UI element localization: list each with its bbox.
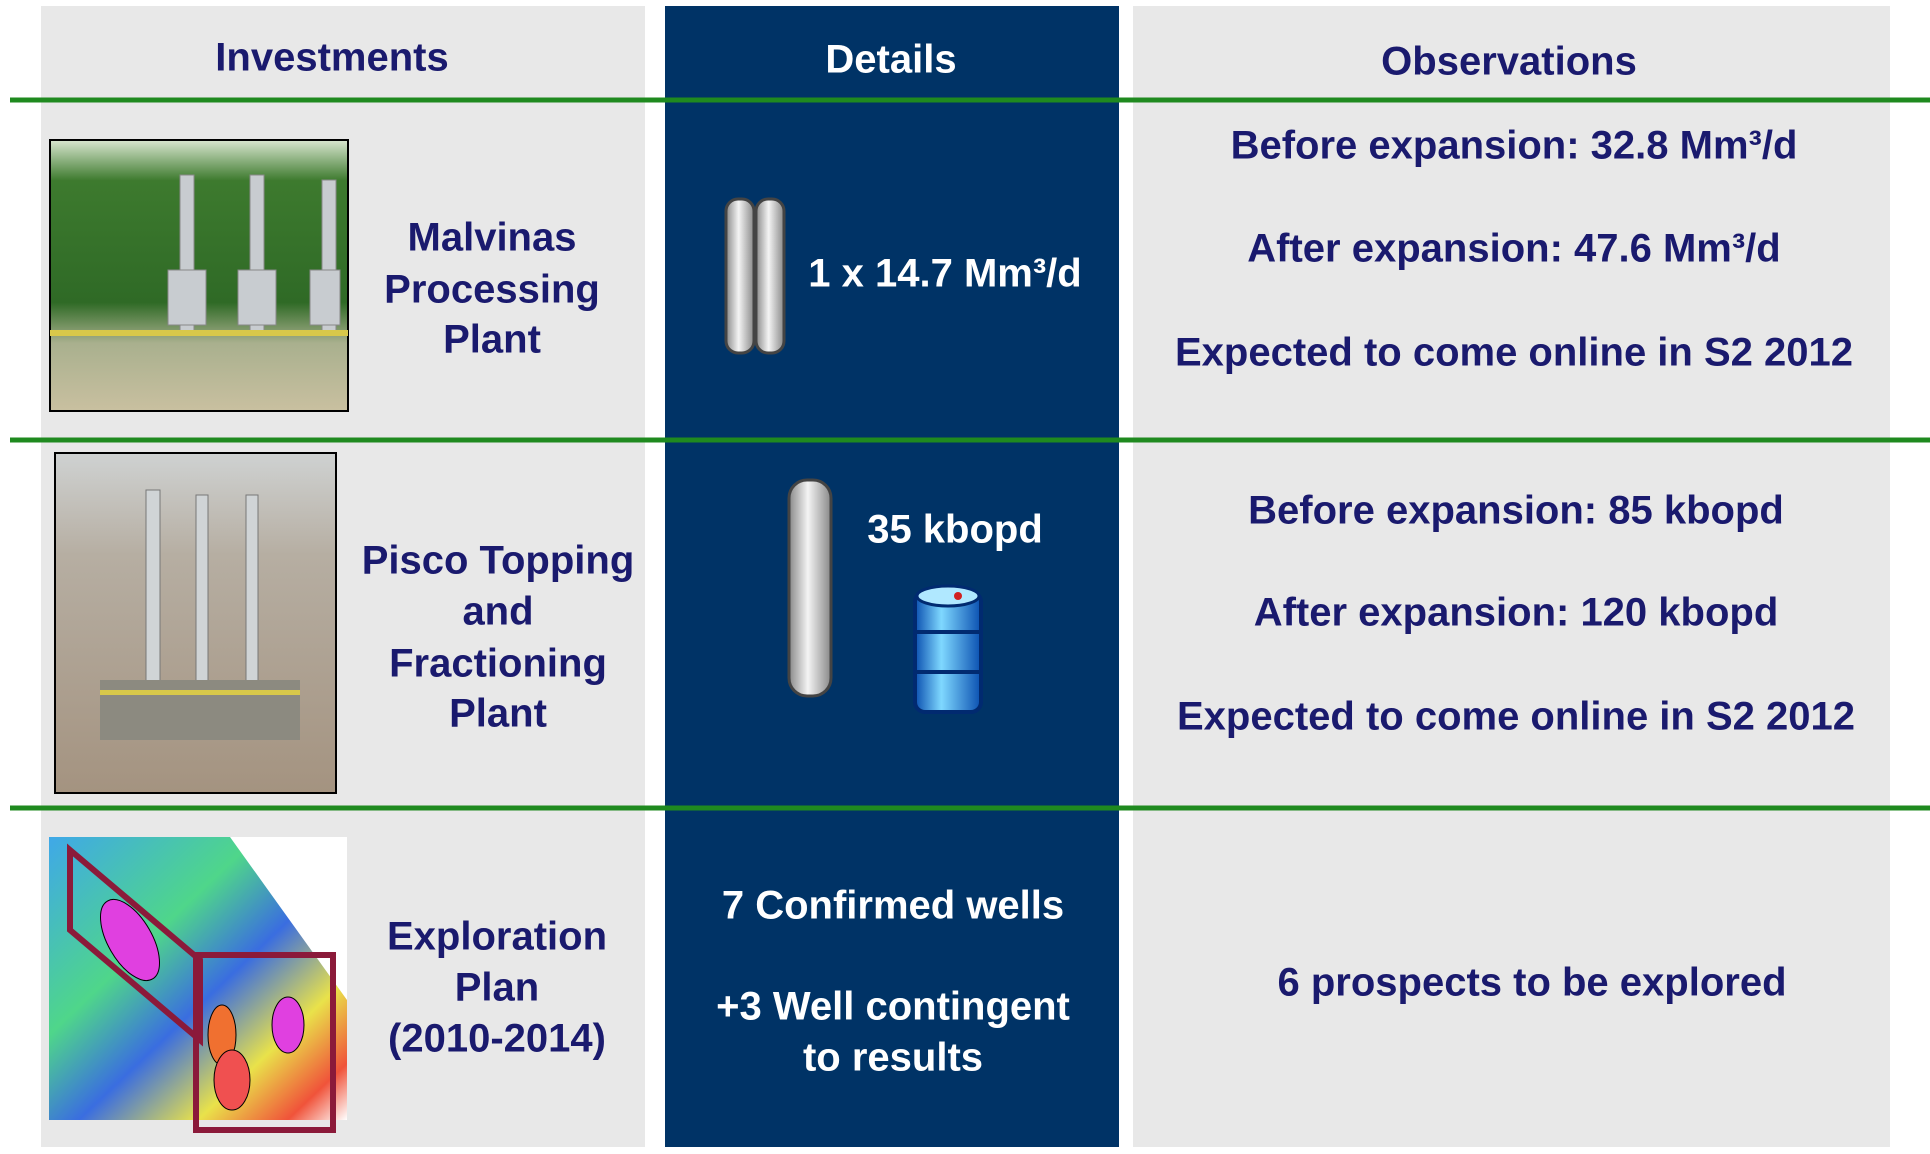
investment-label: and xyxy=(462,590,533,634)
investment-label: Processing xyxy=(384,268,600,312)
observation-text: Before expansion: 85 kbopd xyxy=(1248,489,1784,533)
column-observations xyxy=(1133,6,1890,1147)
observation-text: 6 prospects to be explored xyxy=(1277,961,1786,1005)
details-text: 1 x 14.7 Mm³/d xyxy=(808,252,1081,296)
investment-label: Malvinas xyxy=(408,216,577,260)
header-cell: Observations xyxy=(1381,40,1637,84)
header-cell: Investments xyxy=(215,36,448,80)
observation-text: Expected to come online in S2 2012 xyxy=(1175,331,1853,375)
details-text: +3 Well contingent xyxy=(716,985,1070,1029)
investment-label: Plant xyxy=(449,692,547,736)
icon-barrel xyxy=(913,584,983,714)
photo-malvinas xyxy=(49,139,349,412)
icon-tubes xyxy=(724,197,833,698)
observation-text: Expected to come online in S2 2012 xyxy=(1177,695,1855,739)
investment-label: Exploration xyxy=(387,915,607,959)
photo-pisco xyxy=(54,452,337,794)
details-text: to results xyxy=(803,1036,983,1080)
details-text: 35 kbopd xyxy=(867,508,1043,552)
observation-text: After expansion: 120 kbopd xyxy=(1254,591,1779,635)
details-text: 7 Confirmed wells xyxy=(722,884,1064,928)
cells: Malvinas Processing Plant 1 x 14.7 Mm³/d Bef… xyxy=(362,124,1855,1080)
observation-text: Before expansion: 32.8 Mm³/d xyxy=(1231,124,1798,168)
column-details xyxy=(665,6,1119,1147)
investment-label: Plant xyxy=(443,318,541,362)
investment-label: Plan xyxy=(455,966,539,1010)
row-dividers xyxy=(10,97,1930,811)
observation-text: After expansion: 47.6 Mm³/d xyxy=(1247,227,1780,271)
investment-label: Pisco Topping xyxy=(362,539,635,583)
investment-label: Fractioning xyxy=(389,642,607,686)
investment-label: (2010-2014) xyxy=(388,1017,606,1061)
header-cell: Details xyxy=(825,38,956,82)
map-exploration xyxy=(49,837,347,1133)
